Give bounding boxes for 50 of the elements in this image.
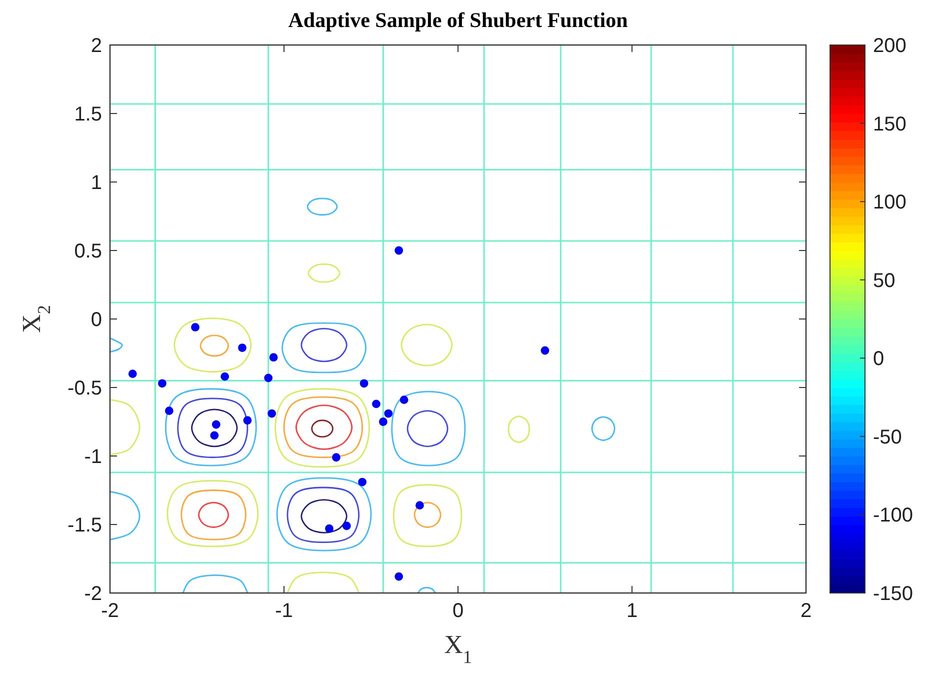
color-bar-label: -150 (873, 583, 914, 605)
point (342, 522, 351, 530)
point (243, 416, 252, 425)
line-series (110, 399, 140, 456)
point (325, 524, 334, 533)
point (164, 406, 174, 415)
color-bar-label: 50 (873, 270, 896, 292)
point (268, 409, 276, 418)
color-bar-label: 100 (873, 192, 906, 214)
y-tick-label: 0 (90, 309, 102, 331)
color-bar-label: 0 (873, 348, 884, 370)
point (269, 353, 278, 362)
y-tick-label: 0.5 (74, 240, 102, 262)
x-tick-label: 1 (626, 600, 638, 622)
point (540, 346, 550, 355)
y-tick-label: 1 (90, 172, 102, 194)
y-tick-label: -1 (84, 446, 102, 468)
point (210, 431, 219, 440)
x-tick-label: -1 (275, 600, 293, 622)
x-axis-title: X$_{1}$ (444, 630, 472, 667)
color-bar-label: 200 (873, 35, 906, 57)
point (264, 374, 273, 382)
point (158, 379, 166, 388)
y-tick-label: -2 (84, 583, 102, 605)
line-series (110, 337, 123, 353)
point (400, 396, 408, 404)
point (384, 409, 393, 418)
point (220, 372, 230, 381)
point (394, 246, 404, 255)
point (394, 572, 404, 581)
color-bar-label: -50 (873, 426, 902, 448)
chart-title: Adaptive Sample of Shubert Function (288, 8, 628, 32)
point (358, 478, 366, 486)
y-tick-label: 2 (90, 35, 102, 57)
x-tick-label: 0 (452, 600, 464, 622)
point (372, 400, 380, 408)
color-bar-label: -100 (873, 504, 914, 527)
point (378, 418, 388, 426)
color-bar-label: 150 (873, 113, 906, 136)
x-tick-label: 2 (800, 600, 812, 622)
y-tick-label: -1.5 (68, 514, 102, 536)
point (128, 370, 137, 378)
y-tick-label: -0.5 (68, 378, 102, 400)
point (212, 420, 220, 429)
point (191, 323, 200, 332)
point (238, 344, 246, 352)
point (360, 379, 368, 388)
y-tick-label: 1.5 (74, 104, 102, 126)
point (332, 453, 340, 462)
line-series (110, 490, 140, 540)
